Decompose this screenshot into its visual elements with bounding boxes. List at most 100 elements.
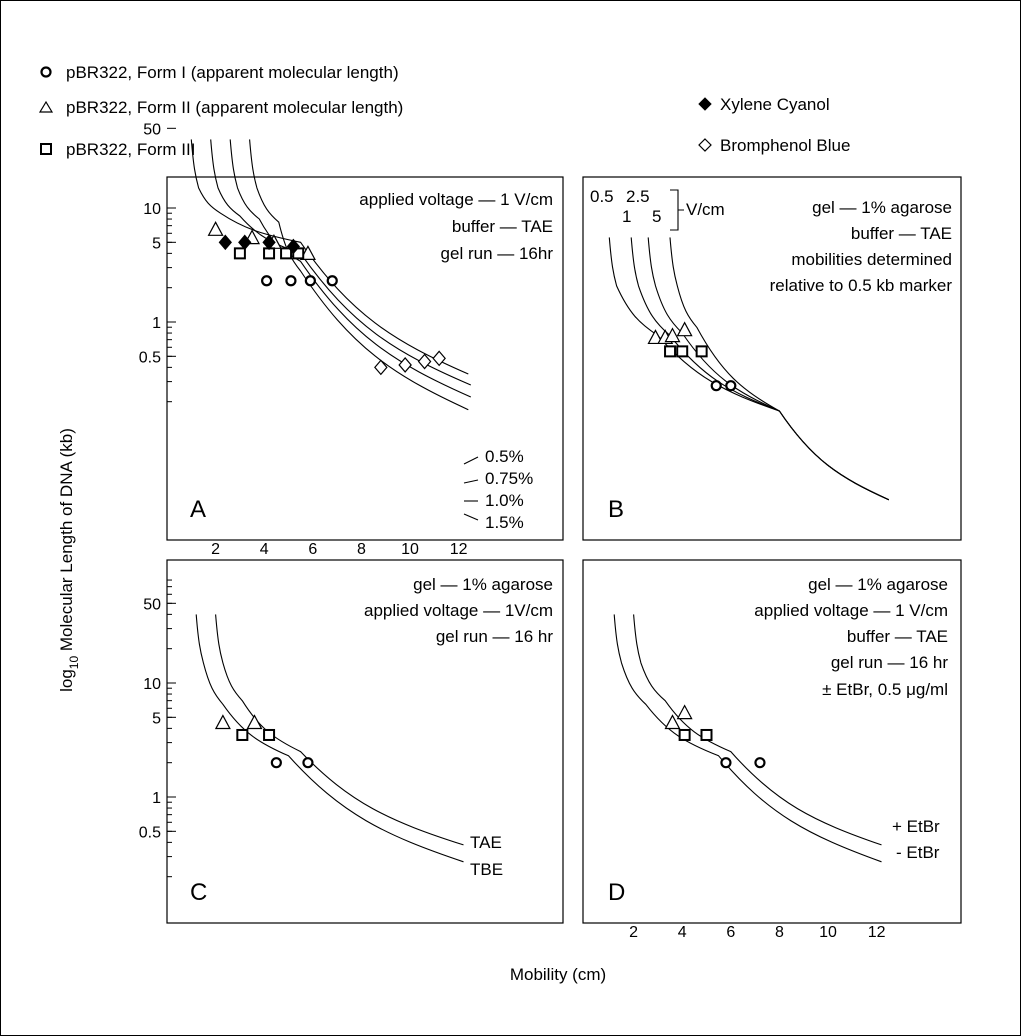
legend-filled-diamond-marker — [698, 97, 712, 111]
legend-bromphenol: Bromphenol Blue — [720, 136, 850, 155]
panel-d-ann-buffer: buffer — TAE — [847, 627, 948, 646]
legend-form2: pBR322, Form II (apparent molecular leng… — [66, 98, 403, 117]
panel-d-frame — [582, 559, 962, 924]
panel-b-voltage-bracket — [670, 189, 684, 231]
y-axis-label-log: log — [57, 669, 76, 692]
panel-c-y-tick-label-4: 1 — [152, 790, 161, 807]
panel-c-form1-circle-2 — [302, 757, 314, 769]
panel-d-form1-circle-2 — [754, 757, 766, 769]
y-axis-label-sub: 10 — [67, 656, 81, 670]
panel-c-frame — [166, 559, 564, 924]
panel-c-form3-square-1 — [236, 728, 249, 741]
panel-b-ann-buffer: buffer — TAE — [851, 224, 952, 243]
panel-b-voltage-labels: 0.5 2.5 1 5 V/cm — [590, 187, 725, 231]
panel-c-ann-gel: gel — 1% agarose — [413, 575, 553, 594]
panel-c-label: C — [190, 879, 207, 906]
y-axis-label: log10 Molecular Length of DNA (kb) — [57, 428, 81, 692]
panel-c-y-tick-label-5: 0.5 — [139, 824, 161, 841]
panel-a-form2-triangle-1 — [207, 221, 224, 236]
panel-a-form1-circle-1 — [261, 275, 273, 287]
panel-a-ann-voltage: applied voltage — 1 V/cm — [359, 190, 553, 209]
panel-c-curve-label-tbe: TBE — [470, 860, 503, 879]
panel-d-ann-etbr: ± EtBr, 0.5 μg/ml — [822, 680, 948, 699]
panel-a-bromphenol-diamond-3 — [417, 353, 432, 370]
panel-a-x-tick-label-1: 2 — [211, 541, 220, 558]
panel-c-ann-run: gel run — 16 hr — [436, 627, 554, 646]
panel-d-x-tick-label-4: 8 — [775, 924, 784, 941]
panel-c-y-tick-label-1: 50 — [143, 596, 161, 613]
panel-d-form1-circle-1 — [720, 757, 732, 769]
panel-a-curve-label-1: 0.5% — [485, 447, 524, 466]
panel-d-form2-triangle-2 — [676, 704, 693, 720]
panel-b-voltage-2-5: 2.5 — [626, 187, 650, 206]
panel-c-curve-labels: TAE TBE — [470, 833, 503, 879]
panel-d-ann-voltage: applied voltage — 1 V/cm — [754, 601, 948, 620]
legend-form3: pBR322, Form III — [66, 140, 195, 159]
panel-a-xylene-diamond-1 — [218, 234, 232, 251]
panel-d-curve-1 — [633, 614, 882, 846]
panel-d-curve-labels: + EtBr - EtBr — [892, 817, 940, 862]
panel-c-y-tick-label-3: 5 — [152, 710, 161, 727]
panel-d-label: D — [608, 879, 625, 906]
panel-a-y-tick-label-5: 0.5 — [139, 349, 161, 366]
panel-b-form1-circle-2 — [725, 380, 737, 392]
panel-a-curve-label-3: 1.0% — [485, 491, 524, 510]
panel-a-y-tick-label-2: 10 — [143, 201, 161, 218]
panel-b-voltage-unit: V/cm — [686, 200, 725, 219]
panel-c-form2-triangle-1 — [214, 714, 231, 730]
panel-b-curve-4 — [669, 237, 890, 501]
panel-a-annotations: applied voltage — 1 V/cm buffer — TAE ge… — [359, 190, 553, 263]
panel-a-ann-buffer: buffer — TAE — [452, 217, 553, 236]
panel-d-x-tick-label-3: 6 — [726, 924, 735, 941]
panel-a-x-tick-label-5: 10 — [401, 541, 419, 558]
legend: pBR322, Form I (apparent molecular lengt… — [38, 63, 850, 159]
panel-d-curve-label-minus: - EtBr — [896, 843, 940, 862]
panel-d-ann-gel: gel — 1% agarose — [808, 575, 948, 594]
panel-d-form3-square-2 — [700, 728, 713, 741]
panel-a-bromphenol-diamond-4 — [432, 350, 446, 367]
panel-a-form3-square-1 — [233, 247, 246, 260]
panel-d-form3-square-1 — [678, 728, 691, 741]
panel-a-x-tick-label-6: 12 — [450, 541, 468, 558]
panel-a-curve-1 — [190, 139, 469, 375]
panel-d-x-tick-label-2: 4 — [678, 924, 687, 941]
panel-a-curve-label-2: 0.75% — [485, 469, 533, 488]
panel-a-form3-square-3 — [280, 247, 293, 260]
panel-a-ann-run: gel run — 16hr — [441, 244, 554, 263]
panel-d-ann-run: gel run — 16 hr — [831, 653, 949, 672]
panel-b-ann-relative: relative to 0.5 kb marker — [770, 276, 953, 295]
panel-a-x-tick-label-2: 4 — [260, 541, 269, 558]
panel-a-leader-1 — [463, 456, 479, 465]
panel-a-form1-circle-2 — [285, 275, 297, 287]
panel-b-form3-square-2 — [676, 345, 689, 358]
panel-c-form2-triangle-2 — [246, 714, 263, 730]
legend-square-marker — [40, 143, 52, 155]
panel-b-label: B — [608, 496, 624, 523]
panel-a-x-tick-label-3: 6 — [308, 541, 317, 558]
panel-a-leader-4 — [463, 513, 479, 521]
panel-a-x-tick-label-4: 8 — [357, 541, 366, 558]
panel-b-form2-triangle-3 — [664, 327, 681, 343]
legend-circle-marker — [40, 66, 52, 78]
panel-c-curve-2 — [195, 614, 464, 863]
panel-c-curve-1 — [215, 614, 464, 846]
legend-open-diamond-marker — [698, 138, 712, 152]
panel-c-curve-label-tae: TAE — [470, 833, 502, 852]
panel-a-form1-circle-4 — [326, 275, 338, 287]
panel-a-curve-2 — [210, 139, 472, 386]
panel-d-curve-2 — [613, 614, 882, 863]
panel-d-x-tick-label-6: 12 — [868, 924, 886, 941]
panel-d-form2-triangle-1 — [664, 714, 681, 730]
panel-a-form2-triangle-4 — [299, 245, 316, 260]
legend-form1: pBR322, Form I (apparent molecular lengt… — [66, 63, 399, 82]
panel-b-frame — [582, 176, 962, 541]
panel-d-x-tick-label-1: 2 — [629, 924, 638, 941]
panel-a-bromphenol-diamond-1 — [374, 359, 388, 376]
panel-c-y-tick-label-2: 10 — [143, 676, 161, 693]
panel-a-curve-labels: 0.5% 0.75% 1.0% 1.5% — [463, 447, 533, 532]
y-axis-label-rest: Molecular Length of DNA (kb) — [57, 428, 76, 656]
panel-a-label: A — [190, 496, 206, 523]
panel-b-form1-circle-1 — [710, 380, 722, 392]
legend-xylene: Xylene Cyanol — [720, 95, 830, 114]
